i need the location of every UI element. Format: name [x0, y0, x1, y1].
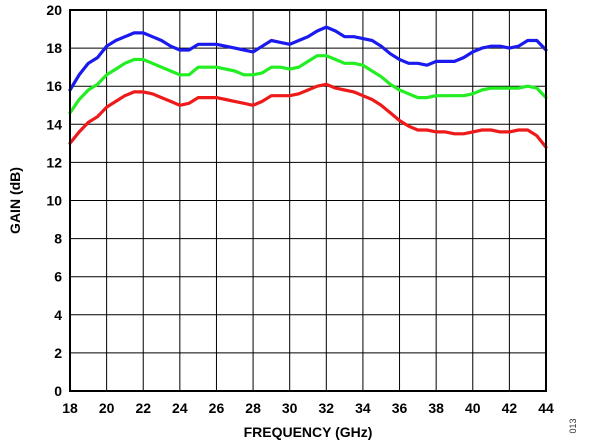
y-tick-label-1: 2 [54, 345, 62, 361]
plot-frame [69, 9, 547, 392]
x-tick-label-10: 38 [428, 400, 444, 416]
x-tick-label-0: 18 [62, 400, 78, 416]
x-tick-label-12: 42 [502, 400, 518, 416]
y-axis-title: GAIN (dB) [7, 167, 23, 234]
x-tick-labels: 18 20 22 24 26 28 30 32 34 36 38 40 42 44 [62, 400, 554, 416]
y-tick-label-4: 8 [54, 231, 62, 247]
x-tick-label-3: 24 [172, 400, 188, 416]
x-tick-label-2: 22 [135, 400, 151, 416]
x-tick-label-1: 20 [99, 400, 115, 416]
y-tick-label-5: 10 [46, 193, 62, 209]
y-tick-label-6: 12 [46, 154, 62, 170]
y-tick-labels: 0 2 4 6 8 10 12 14 16 18 20 [46, 2, 62, 399]
x-axis-title: FREQUENCY (GHz) [244, 424, 373, 440]
y-tick-label-2: 4 [54, 307, 62, 323]
x-tick-label-13: 44 [538, 400, 554, 416]
y-tick-label-0: 0 [54, 383, 62, 399]
y-tick-label-3: 6 [54, 269, 62, 285]
x-tick-label-5: 28 [245, 400, 261, 416]
grid-lines [69, 9, 547, 392]
series-line-3 [68, 82, 548, 149]
y-tick-label-10: 20 [46, 2, 62, 18]
x-tick-label-8: 34 [355, 400, 371, 416]
x-tick-label-7: 32 [319, 400, 335, 416]
series-line-2 [68, 54, 548, 115]
series-line-1 [68, 25, 548, 92]
x-tick-label-6: 30 [282, 400, 298, 416]
x-tick-label-11: 40 [465, 400, 481, 416]
x-tick-label-4: 26 [209, 400, 225, 416]
y-tick-label-9: 18 [46, 40, 62, 56]
x-tick-label-9: 36 [392, 400, 408, 416]
y-tick-label-8: 16 [46, 78, 62, 94]
y-tick-label-7: 14 [46, 116, 62, 132]
figure-id: 013 [568, 418, 578, 433]
series-lines [68, 25, 548, 149]
